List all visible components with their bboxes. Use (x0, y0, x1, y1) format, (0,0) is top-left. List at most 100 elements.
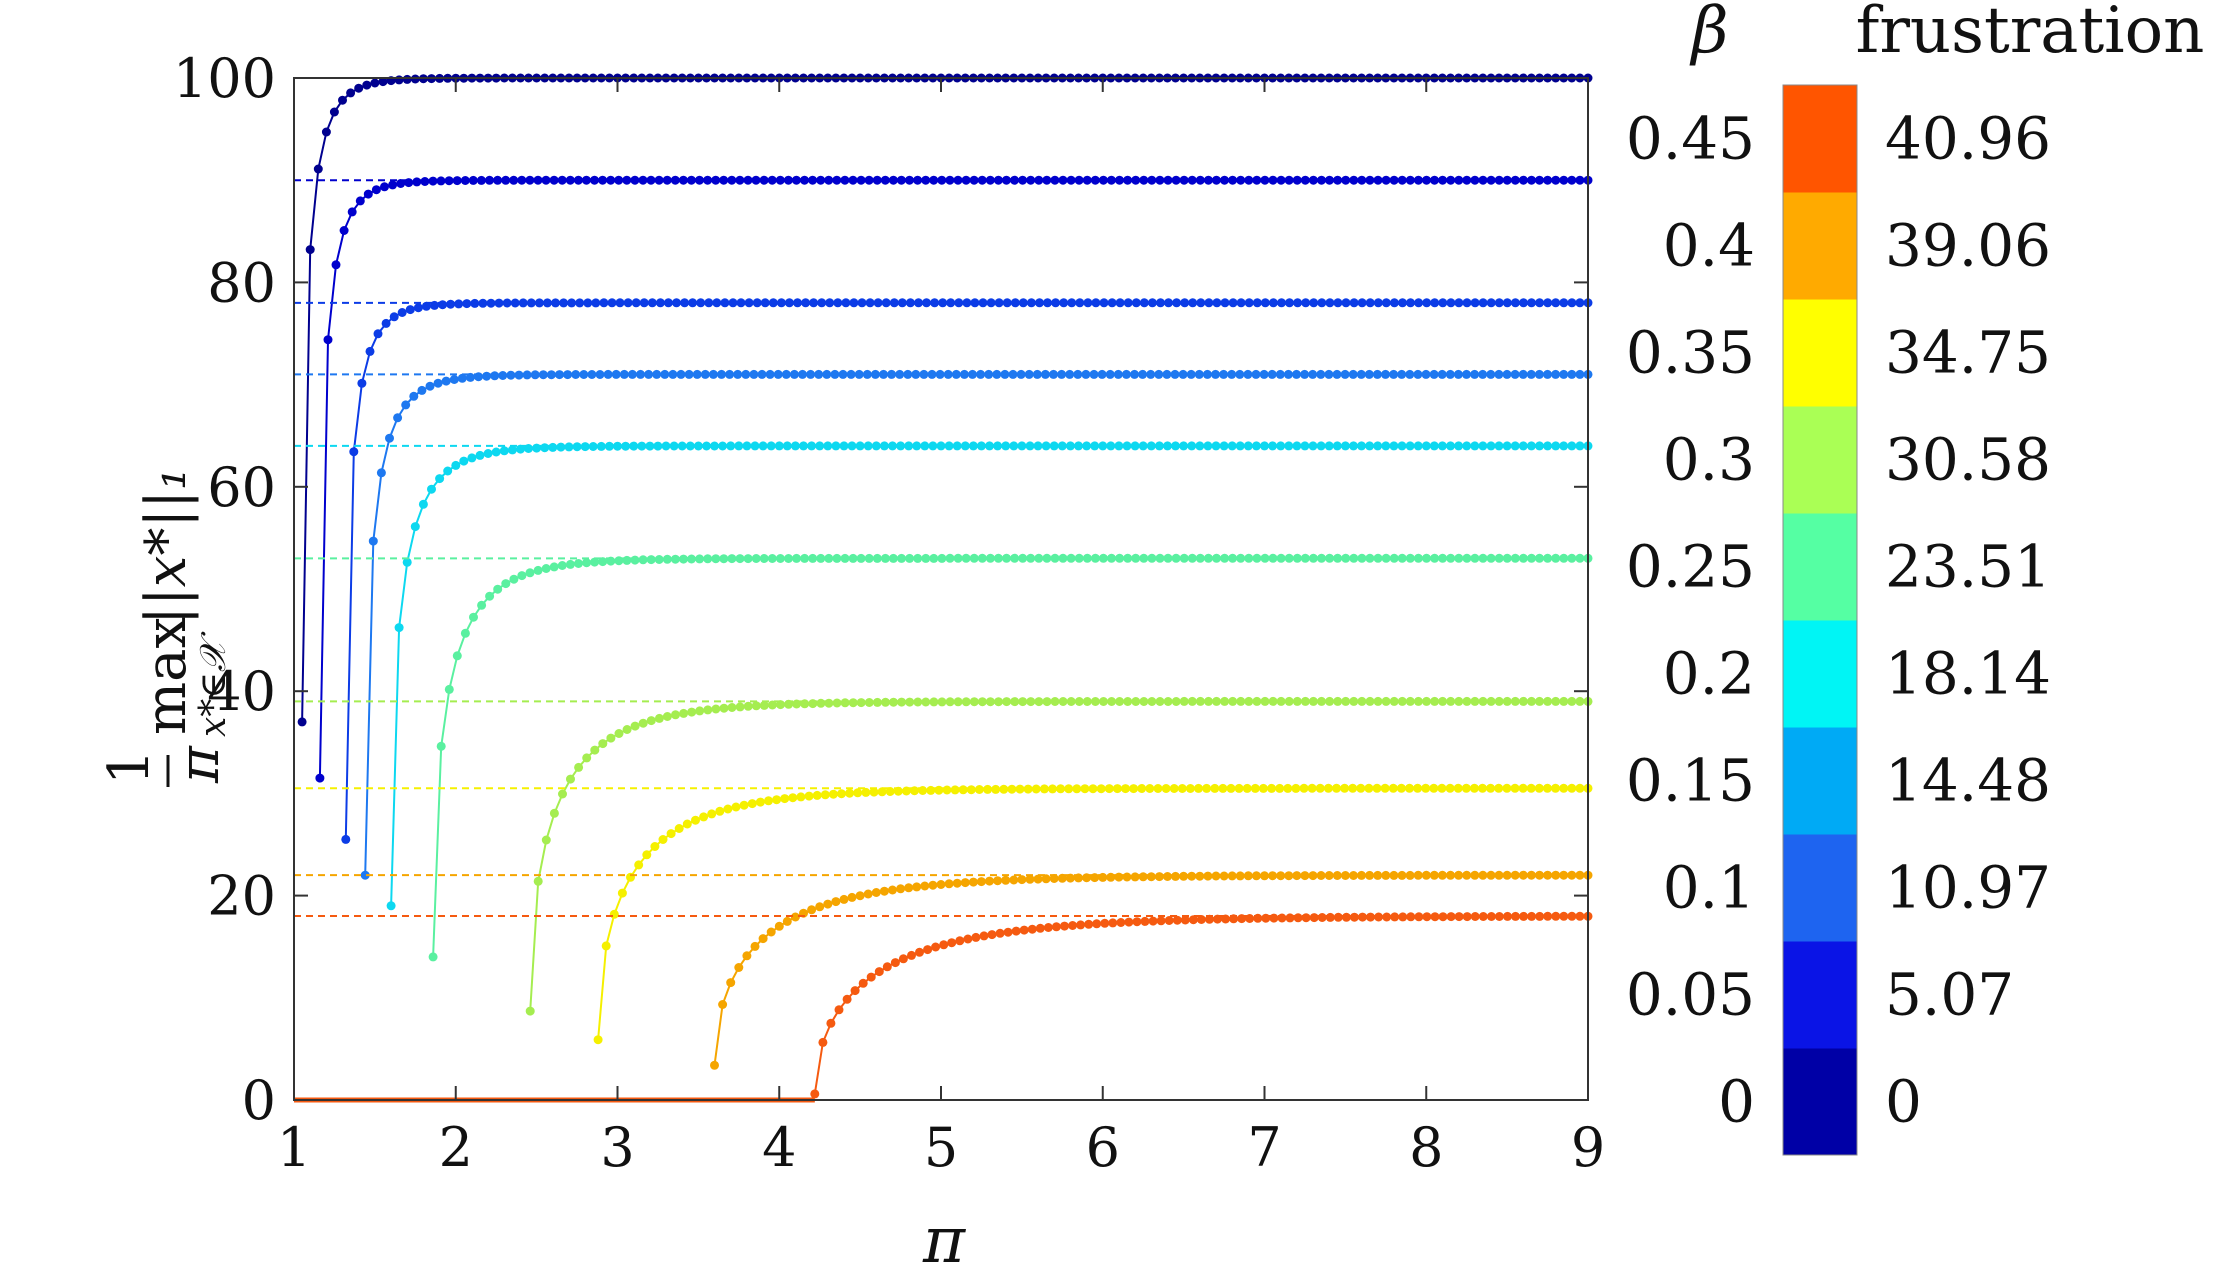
data-point (1518, 870, 1528, 880)
data-point (1051, 922, 1061, 932)
data-point (1510, 553, 1520, 563)
data-point (1026, 553, 1036, 563)
data-point (1260, 441, 1269, 451)
data-point (825, 298, 835, 308)
data-point (1381, 369, 1390, 379)
data-point (1026, 298, 1036, 308)
data-point (830, 369, 840, 379)
data-point (929, 553, 939, 563)
y-tick-label: 40 (207, 660, 276, 723)
data-point (1268, 298, 1278, 308)
data-point (862, 369, 872, 379)
data-point (621, 441, 631, 451)
data-point (907, 950, 916, 960)
data-point (693, 441, 703, 451)
data-point (731, 802, 741, 812)
data-point (807, 905, 817, 915)
data-point (1260, 553, 1270, 563)
data-point (509, 175, 519, 185)
data-point (1227, 441, 1237, 451)
colorbar-band (1783, 299, 1857, 407)
data-point (895, 369, 905, 379)
data-point (483, 449, 493, 458)
data-point (930, 298, 940, 308)
data-point (985, 441, 994, 451)
data-point (1462, 441, 1472, 451)
data-point (1131, 298, 1141, 308)
data-point (968, 877, 978, 887)
data-point (1575, 696, 1585, 706)
data-point (402, 74, 412, 84)
data-point (1469, 783, 1479, 793)
data-point (1236, 298, 1246, 308)
data-point (848, 553, 858, 563)
data-point (864, 175, 874, 185)
data-point (1161, 784, 1171, 793)
data-point (1543, 298, 1553, 308)
data-point (1202, 783, 1212, 793)
data-point (460, 628, 470, 638)
series-line (301, 77, 1588, 722)
data-point (1097, 369, 1107, 379)
data-point (758, 934, 768, 944)
beta-label: 0.1 (1663, 854, 1755, 922)
data-point (1025, 441, 1035, 451)
data-point (1454, 696, 1464, 706)
data-point (1446, 912, 1456, 922)
data-point (1414, 912, 1424, 922)
data-point (1543, 911, 1553, 921)
data-point (1446, 441, 1455, 451)
data-point (662, 554, 672, 564)
data-point (1211, 369, 1220, 379)
data-point (1162, 369, 1172, 379)
data-point (983, 784, 993, 794)
data-point (1237, 914, 1247, 924)
data-point (1567, 553, 1577, 563)
data-point (1494, 870, 1504, 880)
data-point (1091, 298, 1101, 308)
data-point (1518, 369, 1528, 379)
data-point (598, 175, 608, 185)
data-point (1203, 553, 1213, 563)
series-line (713, 874, 1588, 1066)
data-point (1042, 697, 1052, 707)
data-point (1100, 918, 1110, 928)
series-line (390, 444, 1588, 906)
data-point (927, 369, 937, 379)
data-point (1018, 175, 1028, 185)
data-point (912, 441, 922, 451)
data-point (1284, 553, 1294, 563)
data-point (1235, 871, 1245, 881)
data-point (776, 298, 786, 308)
data-point (1421, 441, 1431, 451)
data-point (1543, 696, 1553, 706)
data-point (1243, 871, 1253, 881)
data-point (774, 441, 784, 451)
data-point (774, 921, 784, 931)
data-point (1454, 298, 1464, 308)
data-point (814, 369, 824, 379)
data-point (1082, 553, 1092, 563)
data-point (658, 835, 668, 844)
data-point (388, 180, 398, 190)
data-point (542, 298, 552, 308)
data-point (1519, 911, 1529, 921)
data-point (1179, 441, 1189, 451)
data-point (855, 891, 865, 901)
data-point (1551, 870, 1561, 880)
data-point (331, 260, 341, 270)
data-point (934, 785, 944, 795)
data-point (1374, 912, 1384, 922)
data-point (549, 175, 559, 185)
data-point (986, 298, 996, 308)
data-point (952, 878, 962, 888)
data-point (1559, 175, 1569, 185)
data-point (666, 829, 676, 839)
data-point (1341, 912, 1351, 922)
data-point (368, 536, 378, 546)
data-point (775, 554, 785, 563)
data-point (1243, 369, 1253, 379)
data-point (485, 591, 495, 601)
data-point (1172, 915, 1182, 925)
data-point (1308, 441, 1318, 451)
